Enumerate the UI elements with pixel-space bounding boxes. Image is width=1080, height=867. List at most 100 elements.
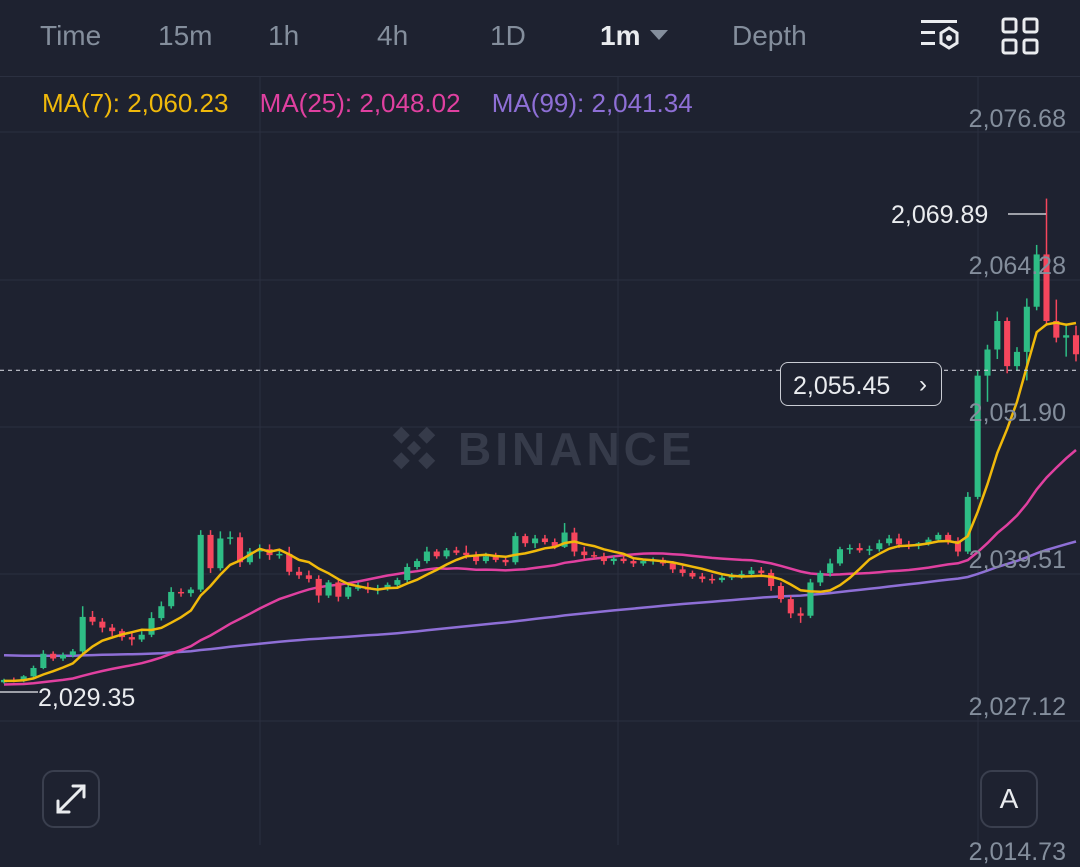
candle-body	[640, 561, 647, 564]
candle-body	[777, 586, 785, 600]
price-axis-label: 2,051.90	[968, 399, 1066, 427]
candle-body	[256, 549, 263, 552]
price-axis-label: 2,014.73	[968, 838, 1066, 866]
low-price-label: 2,029.35	[38, 684, 136, 712]
ma99-line	[3, 540, 1077, 658]
candle-body	[345, 587, 352, 597]
candle-body	[236, 537, 244, 563]
candle-body	[945, 534, 952, 541]
candle-body	[128, 637, 135, 640]
candle-body	[738, 574, 745, 576]
candle-body	[846, 547, 853, 550]
candle-body	[748, 570, 755, 575]
candle-body	[187, 589, 194, 594]
price-axis-label: 2,064.28	[968, 252, 1066, 280]
ma25-value: MA(25): 2,048.02	[259, 88, 461, 118]
candle-body	[895, 538, 903, 545]
price-axis-label: 2,039.51	[968, 546, 1066, 574]
candle-body	[954, 540, 962, 552]
candle-body	[876, 543, 883, 550]
candle-body	[581, 551, 588, 556]
candlestick-chart[interactable]	[0, 0, 1080, 845]
tab-4h[interactable]: 4h	[377, 20, 409, 51]
fullscreen-button[interactable]	[42, 770, 100, 828]
current-price-tag[interactable]: 2,055.45 ›	[780, 362, 942, 406]
binance-logo-icon	[392, 426, 436, 470]
candle-body	[925, 539, 932, 544]
tab-1h[interactable]: 1h	[268, 20, 300, 51]
current-price-value: 2,055.45	[793, 372, 891, 400]
candle-body	[59, 654, 67, 659]
candle-body	[217, 538, 224, 569]
tab-1m[interactable]: 1m	[600, 20, 669, 52]
ma25-line	[3, 449, 1077, 686]
tab-1d[interactable]: 1D	[490, 20, 526, 51]
auto-scale-button[interactable]: A	[980, 770, 1038, 828]
chart-toolbar: Time 15m 1h 4h 1D 1m Depth	[0, 0, 1080, 77]
candle-body	[994, 320, 1001, 350]
candle-body	[109, 627, 116, 632]
tab-time[interactable]: Time	[40, 20, 102, 51]
candle-body	[433, 551, 440, 557]
candle-body	[522, 536, 529, 544]
candle-body	[758, 570, 765, 573]
candle-body	[463, 552, 470, 556]
candle-body	[138, 634, 145, 640]
candle-body	[227, 537, 234, 539]
candle-body	[177, 591, 185, 594]
watermark-text: BINANCE	[458, 423, 696, 475]
candle-body	[817, 572, 824, 583]
chevron-right-icon: ›	[919, 371, 927, 398]
tab-1m-label: 1m	[600, 20, 641, 51]
candle-body	[443, 550, 450, 557]
ma7-line	[4, 321, 1077, 683]
candle-body	[679, 569, 686, 573]
candle-body	[541, 538, 548, 543]
candle-body	[630, 561, 637, 564]
candle-body	[0, 679, 8, 683]
ma-legend: MA(7): 2,060.23 MA(25): 2,048.02 MA(99):…	[42, 88, 717, 119]
candle-body	[50, 653, 57, 659]
candle-body	[315, 578, 322, 596]
candle-body	[207, 534, 214, 569]
candle-body	[384, 584, 391, 589]
candle-body	[768, 572, 775, 587]
tab-depth[interactable]: Depth	[732, 20, 807, 51]
candle-body	[148, 618, 155, 635]
candle-body	[610, 558, 617, 562]
candle-body	[1033, 254, 1040, 307]
candle-body	[984, 349, 991, 376]
tab-15m[interactable]: 15m	[158, 20, 213, 51]
candle-body	[404, 566, 411, 581]
candle-body	[620, 558, 627, 562]
ma7-value: MA(7): 2,060.23	[42, 88, 229, 118]
candle-body	[964, 496, 971, 552]
candle-body	[836, 549, 844, 564]
candle-body	[414, 561, 421, 567]
candle-body	[305, 575, 312, 579]
ma99-value: MA(99): 2,041.34	[491, 88, 693, 118]
candle-body	[886, 538, 893, 544]
indicator-settings-icon[interactable]	[918, 14, 962, 58]
price-axis-label: 2,076.68	[968, 105, 1066, 133]
candle-body	[669, 563, 676, 570]
expand-icon	[56, 784, 86, 814]
candle-body	[512, 536, 519, 563]
candle-body	[797, 613, 804, 616]
candle-body	[30, 668, 37, 677]
candle-body	[551, 542, 558, 547]
candle-body	[1013, 351, 1021, 367]
candle-body	[600, 556, 607, 562]
candle-body	[286, 553, 293, 572]
chevron-down-icon	[650, 29, 669, 40]
candle-body	[325, 582, 332, 596]
candle-body	[394, 580, 401, 585]
candle-body	[689, 572, 696, 577]
grid-layout-icon[interactable]	[998, 14, 1042, 58]
candle-body	[1063, 335, 1070, 338]
candle-body	[423, 551, 430, 562]
binance-watermark: BINANCE	[384, 418, 704, 478]
candle-body	[453, 550, 460, 553]
candle-body	[787, 599, 794, 614]
candle-body	[856, 547, 863, 551]
